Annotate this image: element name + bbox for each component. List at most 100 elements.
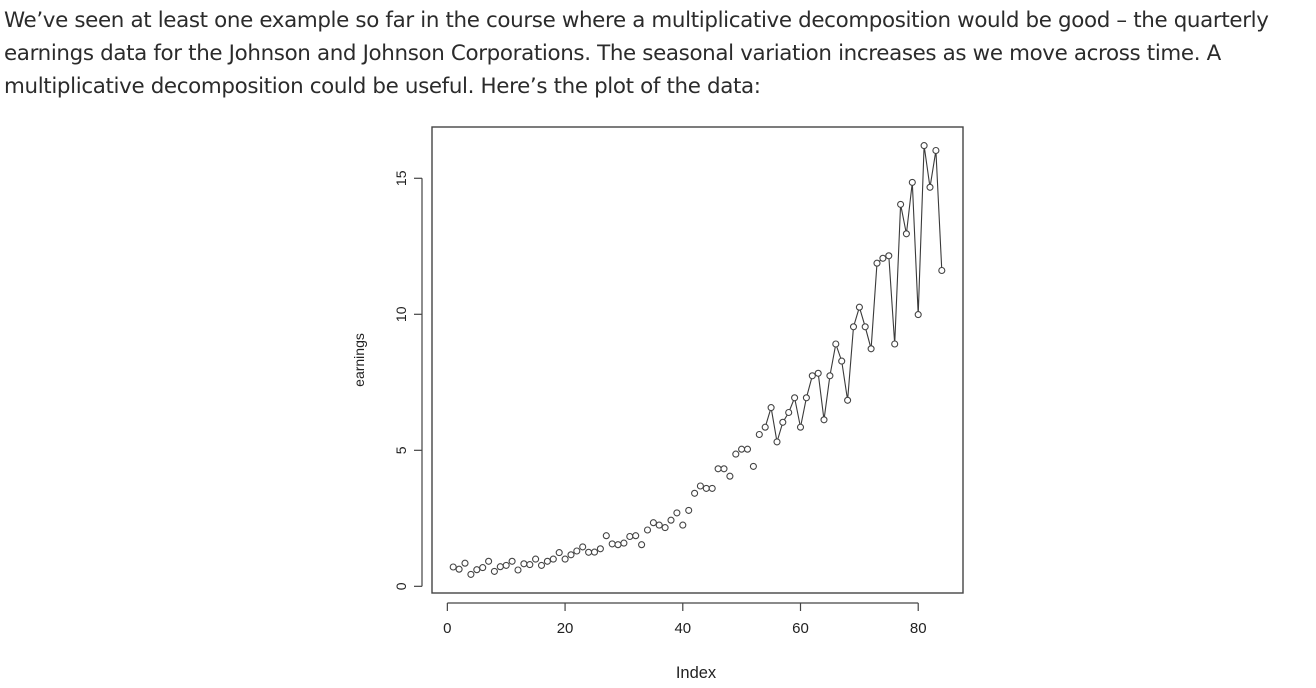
data-point [743, 445, 752, 453]
data-point [914, 311, 922, 319]
data-point [679, 521, 687, 529]
data-point [549, 555, 557, 563]
data-point [502, 561, 510, 569]
data-point [796, 423, 805, 431]
data-point [685, 506, 693, 514]
y-tick-label: 0 [393, 582, 409, 590]
data-point [614, 541, 622, 549]
data-point [661, 524, 669, 532]
data-point [773, 438, 781, 446]
data-point [908, 178, 916, 186]
data-point [785, 408, 793, 417]
data-point [526, 561, 534, 569]
data-point [567, 551, 575, 559]
data-point [520, 560, 528, 568]
data-point [590, 548, 599, 556]
x-axis: 0 20 40 60 80 [443, 602, 927, 637]
data-point [938, 266, 946, 275]
data-point [479, 564, 487, 572]
data-point [761, 423, 769, 431]
y-axis-label: earnings [351, 333, 367, 387]
data-point [826, 372, 834, 380]
data-point [673, 509, 681, 517]
data-point [555, 549, 563, 557]
data-point [496, 563, 504, 571]
data-point [585, 548, 593, 556]
data-point [932, 146, 940, 155]
data-point [702, 484, 710, 492]
data-point [779, 418, 787, 426]
data-point [461, 559, 469, 567]
data-point [726, 472, 734, 480]
data-point [561, 555, 569, 563]
x-tick-label: 60 [792, 620, 809, 637]
data-point [897, 200, 905, 208]
data-point [755, 430, 763, 439]
x-tick-label: 20 [557, 620, 574, 637]
data-point [861, 323, 869, 331]
data-points [449, 142, 946, 578]
data-point [696, 482, 704, 490]
data-point [926, 183, 934, 191]
data-point [490, 567, 498, 575]
data-point [467, 570, 475, 578]
data-point [902, 230, 910, 238]
x-tick-label: 80 [910, 620, 927, 637]
data-point [455, 565, 463, 573]
data-point [667, 516, 675, 524]
data-point [485, 557, 493, 565]
data-point [608, 540, 616, 548]
data-point [920, 142, 928, 150]
data-point [473, 566, 481, 574]
x-axis-label: Index [676, 664, 717, 682]
data-point [537, 561, 546, 569]
data-point [620, 539, 628, 547]
intro-paragraph: We’ve seen at least one example so far i… [4, 8, 1269, 99]
data-point [891, 340, 899, 348]
data-point [820, 416, 828, 424]
data-point [508, 557, 516, 565]
data-point [732, 450, 740, 458]
data-point [832, 340, 840, 348]
data-point [655, 521, 663, 529]
data-point [638, 541, 646, 549]
data-point [632, 532, 640, 540]
data-point [449, 563, 457, 571]
data-point [879, 254, 887, 262]
data-point [838, 357, 846, 365]
data-point [855, 303, 863, 311]
y-tick-label: 5 [393, 446, 409, 454]
data-point [543, 557, 551, 565]
data-point [873, 259, 881, 267]
data-point [643, 526, 652, 534]
data-point [714, 465, 722, 473]
data-point [814, 369, 822, 377]
data-point [849, 323, 858, 331]
data-point [720, 465, 728, 473]
y-tick-label: 15 [393, 170, 409, 186]
data-point [579, 543, 587, 551]
data-point [691, 489, 699, 497]
data-point [649, 519, 657, 527]
data-point [885, 252, 893, 260]
data-point [767, 404, 775, 412]
x-tick-label: 0 [443, 620, 451, 637]
data-point [867, 345, 875, 353]
chart-svg: 0 20 40 60 80 0 5 10 15 Index earnings [351, 126, 964, 682]
data-point [602, 532, 610, 540]
data-point [791, 394, 799, 402]
data-point [802, 394, 810, 402]
x-tick-label: 40 [674, 620, 691, 637]
data-point [626, 532, 634, 541]
plot-frame [431, 126, 964, 594]
earnings-plot: 0 20 40 60 80 0 5 10 15 Index earnings [330, 120, 980, 686]
data-point [844, 396, 852, 404]
data-point [514, 566, 522, 574]
data-point [749, 462, 757, 470]
data-point [596, 545, 604, 553]
y-tick-label: 10 [393, 306, 409, 322]
data-point [708, 484, 716, 492]
data-point [532, 555, 540, 563]
y-axis: 0 5 10 15 [393, 170, 423, 590]
data-point [808, 372, 816, 380]
